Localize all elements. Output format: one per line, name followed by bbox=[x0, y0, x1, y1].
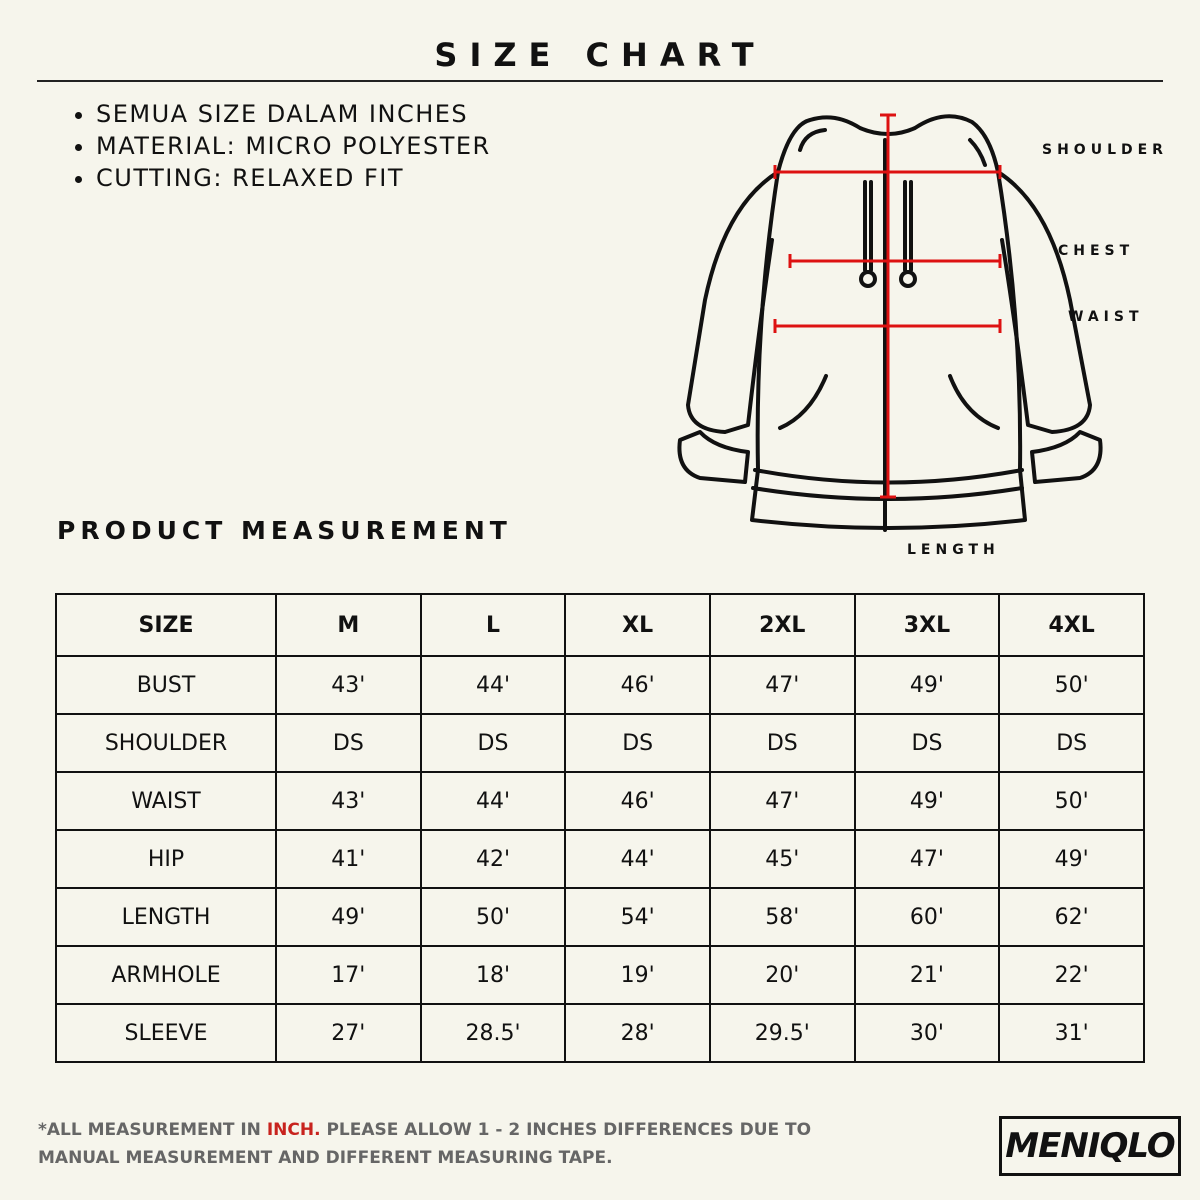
header-cell: L bbox=[419, 593, 567, 657]
header-row: SIZE M L XL 2XL 3XL 4XL bbox=[55, 593, 1145, 657]
table-cell: 22' bbox=[998, 945, 1145, 1005]
table-cell: 45' bbox=[708, 829, 856, 889]
table-row: SHOULDER DS DS DS DS DS DS bbox=[55, 713, 1145, 773]
note-text: *ALL MEASUREMENT IN bbox=[38, 1120, 261, 1140]
table-cell: 62' bbox=[998, 887, 1145, 947]
note-text: PLEASE ALLOW 1 - 2 INCHES DIFFERENCES DU… bbox=[38, 1120, 812, 1168]
table-cell: DS bbox=[564, 713, 711, 773]
table-cell: 41' bbox=[275, 829, 422, 889]
table-cell: BUST bbox=[55, 655, 277, 715]
table-row: BUST 43' 44' 46' 47' 49' 50' bbox=[55, 655, 1145, 715]
divider bbox=[37, 80, 1163, 82]
table-cell: 27' bbox=[275, 1003, 422, 1063]
brand-logo: MENIQLO bbox=[999, 1116, 1181, 1176]
table-row: HIP 41' 42' 44' 45' 47' 49' bbox=[55, 829, 1145, 889]
header-cell: 2XL bbox=[708, 593, 856, 657]
table-cell: 17' bbox=[275, 945, 422, 1005]
table-cell: 49' bbox=[998, 829, 1145, 889]
table-row: WAIST 43' 44' 46' 47' 49' 50' bbox=[55, 771, 1145, 831]
table-cell: 47' bbox=[708, 771, 856, 831]
table-row: ARMHOLE 17' 18' 19' 20' 21' 22' bbox=[55, 945, 1145, 1005]
note-highlight: INCH. bbox=[266, 1120, 321, 1140]
table-cell: 54' bbox=[564, 887, 711, 947]
table-cell: SHOULDER bbox=[55, 713, 277, 773]
table-cell: 43' bbox=[275, 771, 422, 831]
diagram-label: CHEST bbox=[1058, 243, 1135, 259]
diagram-label: LENGTH bbox=[907, 542, 1000, 558]
table-cell: 29.5' bbox=[708, 1003, 856, 1063]
table-cell: 46' bbox=[564, 771, 711, 831]
table-cell: 58' bbox=[708, 887, 856, 947]
table-cell: 20' bbox=[708, 945, 856, 1005]
table-cell: 28' bbox=[564, 1003, 711, 1063]
table-cell: 30' bbox=[853, 1003, 1001, 1063]
table-cell: 47' bbox=[708, 655, 856, 715]
table-cell: 50' bbox=[419, 887, 567, 947]
table-cell: DS bbox=[708, 713, 856, 773]
table-cell: HIP bbox=[55, 829, 277, 889]
table-cell: DS bbox=[998, 713, 1145, 773]
table-row: SLEEVE 27' 28.5' 28' 29.5' 30' 31' bbox=[55, 1003, 1145, 1063]
header-cell: 4XL bbox=[998, 593, 1145, 657]
header-cell: 3XL bbox=[853, 593, 1001, 657]
table-cell: 50' bbox=[998, 771, 1145, 831]
table-cell: 31' bbox=[998, 1003, 1145, 1063]
table-row: LENGTH 49' 50' 54' 58' 60' 62' bbox=[55, 887, 1145, 947]
table-cell: 18' bbox=[419, 945, 567, 1005]
table-cell: 49' bbox=[853, 655, 1001, 715]
table-cell: 44' bbox=[419, 655, 567, 715]
table-cell: 28.5' bbox=[419, 1003, 567, 1063]
table-cell: LENGTH bbox=[55, 887, 277, 947]
diagram-label: SHOULDER bbox=[1042, 142, 1168, 158]
table-cell: 21' bbox=[853, 945, 1001, 1005]
size-table: SIZE M L XL 2XL 3XL 4XL BUST 43' 44' 46' 47' 49' 50'… bbox=[55, 593, 1145, 1063]
table-body: BUST 43' 44' 46' 47' 49' 50' SHOULDER DS DS DS DS DS… bbox=[55, 655, 1145, 1063]
header-cell: M bbox=[275, 593, 422, 657]
diagram-label: WAIST bbox=[1068, 309, 1144, 325]
footer-note: *ALL MEASUREMENT IN INCH. PLEASE ALLOW 1… bbox=[38, 1116, 858, 1172]
table-cell: 60' bbox=[853, 887, 1001, 947]
title: SIZE CHART bbox=[434, 36, 766, 74]
table-cell: 43' bbox=[275, 655, 422, 715]
table-cell: 44' bbox=[564, 829, 711, 889]
table-cell: DS bbox=[275, 713, 422, 773]
table-cell: 19' bbox=[564, 945, 711, 1005]
note: MATERIAL: MICRO POLYESTER bbox=[96, 130, 491, 162]
table-cell: 49' bbox=[853, 771, 1001, 831]
note: SEMUA SIZE DALAM INCHES bbox=[96, 98, 491, 130]
hoodie-diagram bbox=[677, 113, 1103, 532]
header-cell: XL bbox=[564, 593, 711, 657]
header-cell: SIZE bbox=[55, 593, 277, 657]
table-cell: SLEEVE bbox=[55, 1003, 277, 1063]
table-cell: WAIST bbox=[55, 771, 277, 831]
table-cell: DS bbox=[419, 713, 567, 773]
table-cell: 46' bbox=[564, 655, 711, 715]
table-cell: 50' bbox=[998, 655, 1145, 715]
table-cell: DS bbox=[853, 713, 1001, 773]
table-cell: 44' bbox=[419, 771, 567, 831]
table-cell: 47' bbox=[853, 829, 1001, 889]
note: CUTTING: RELAXED FIT bbox=[96, 162, 491, 194]
section-title: PRODUCT MEASUREMENT bbox=[57, 516, 512, 545]
table-cell: 49' bbox=[275, 887, 422, 947]
notes: SEMUA SIZE DALAM INCHES MATERIAL: MICRO … bbox=[70, 98, 491, 194]
table-cell: 42' bbox=[419, 829, 567, 889]
table-cell: ARMHOLE bbox=[55, 945, 277, 1005]
